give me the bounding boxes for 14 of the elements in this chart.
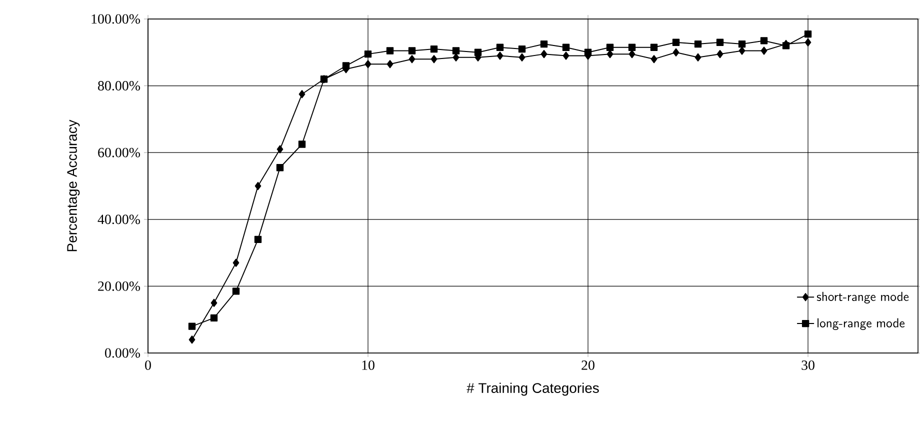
x-tick-label: 10: [362, 360, 374, 370]
legend-label: long-range mode: [818, 318, 905, 330]
x-axis-title: # Training Categories: [466, 382, 599, 396]
y-tick-label: 40.00%: [98, 214, 140, 224]
legend-label: short-range mode: [816, 292, 909, 304]
y-tick-label: 20.00%: [98, 281, 140, 291]
y-tick-label: 100.00%: [92, 14, 140, 24]
x-tick-label: 20: [582, 360, 594, 370]
y-axis-title: Percentage Accuracy: [67, 120, 80, 252]
x-tick-label: 0: [145, 360, 151, 370]
x-tick-label: 30: [802, 360, 814, 370]
y-tick-label: 0.00%: [105, 348, 140, 358]
y-tick-label: 60.00%: [98, 148, 140, 158]
y-tick-label: 80.00%: [98, 81, 140, 91]
